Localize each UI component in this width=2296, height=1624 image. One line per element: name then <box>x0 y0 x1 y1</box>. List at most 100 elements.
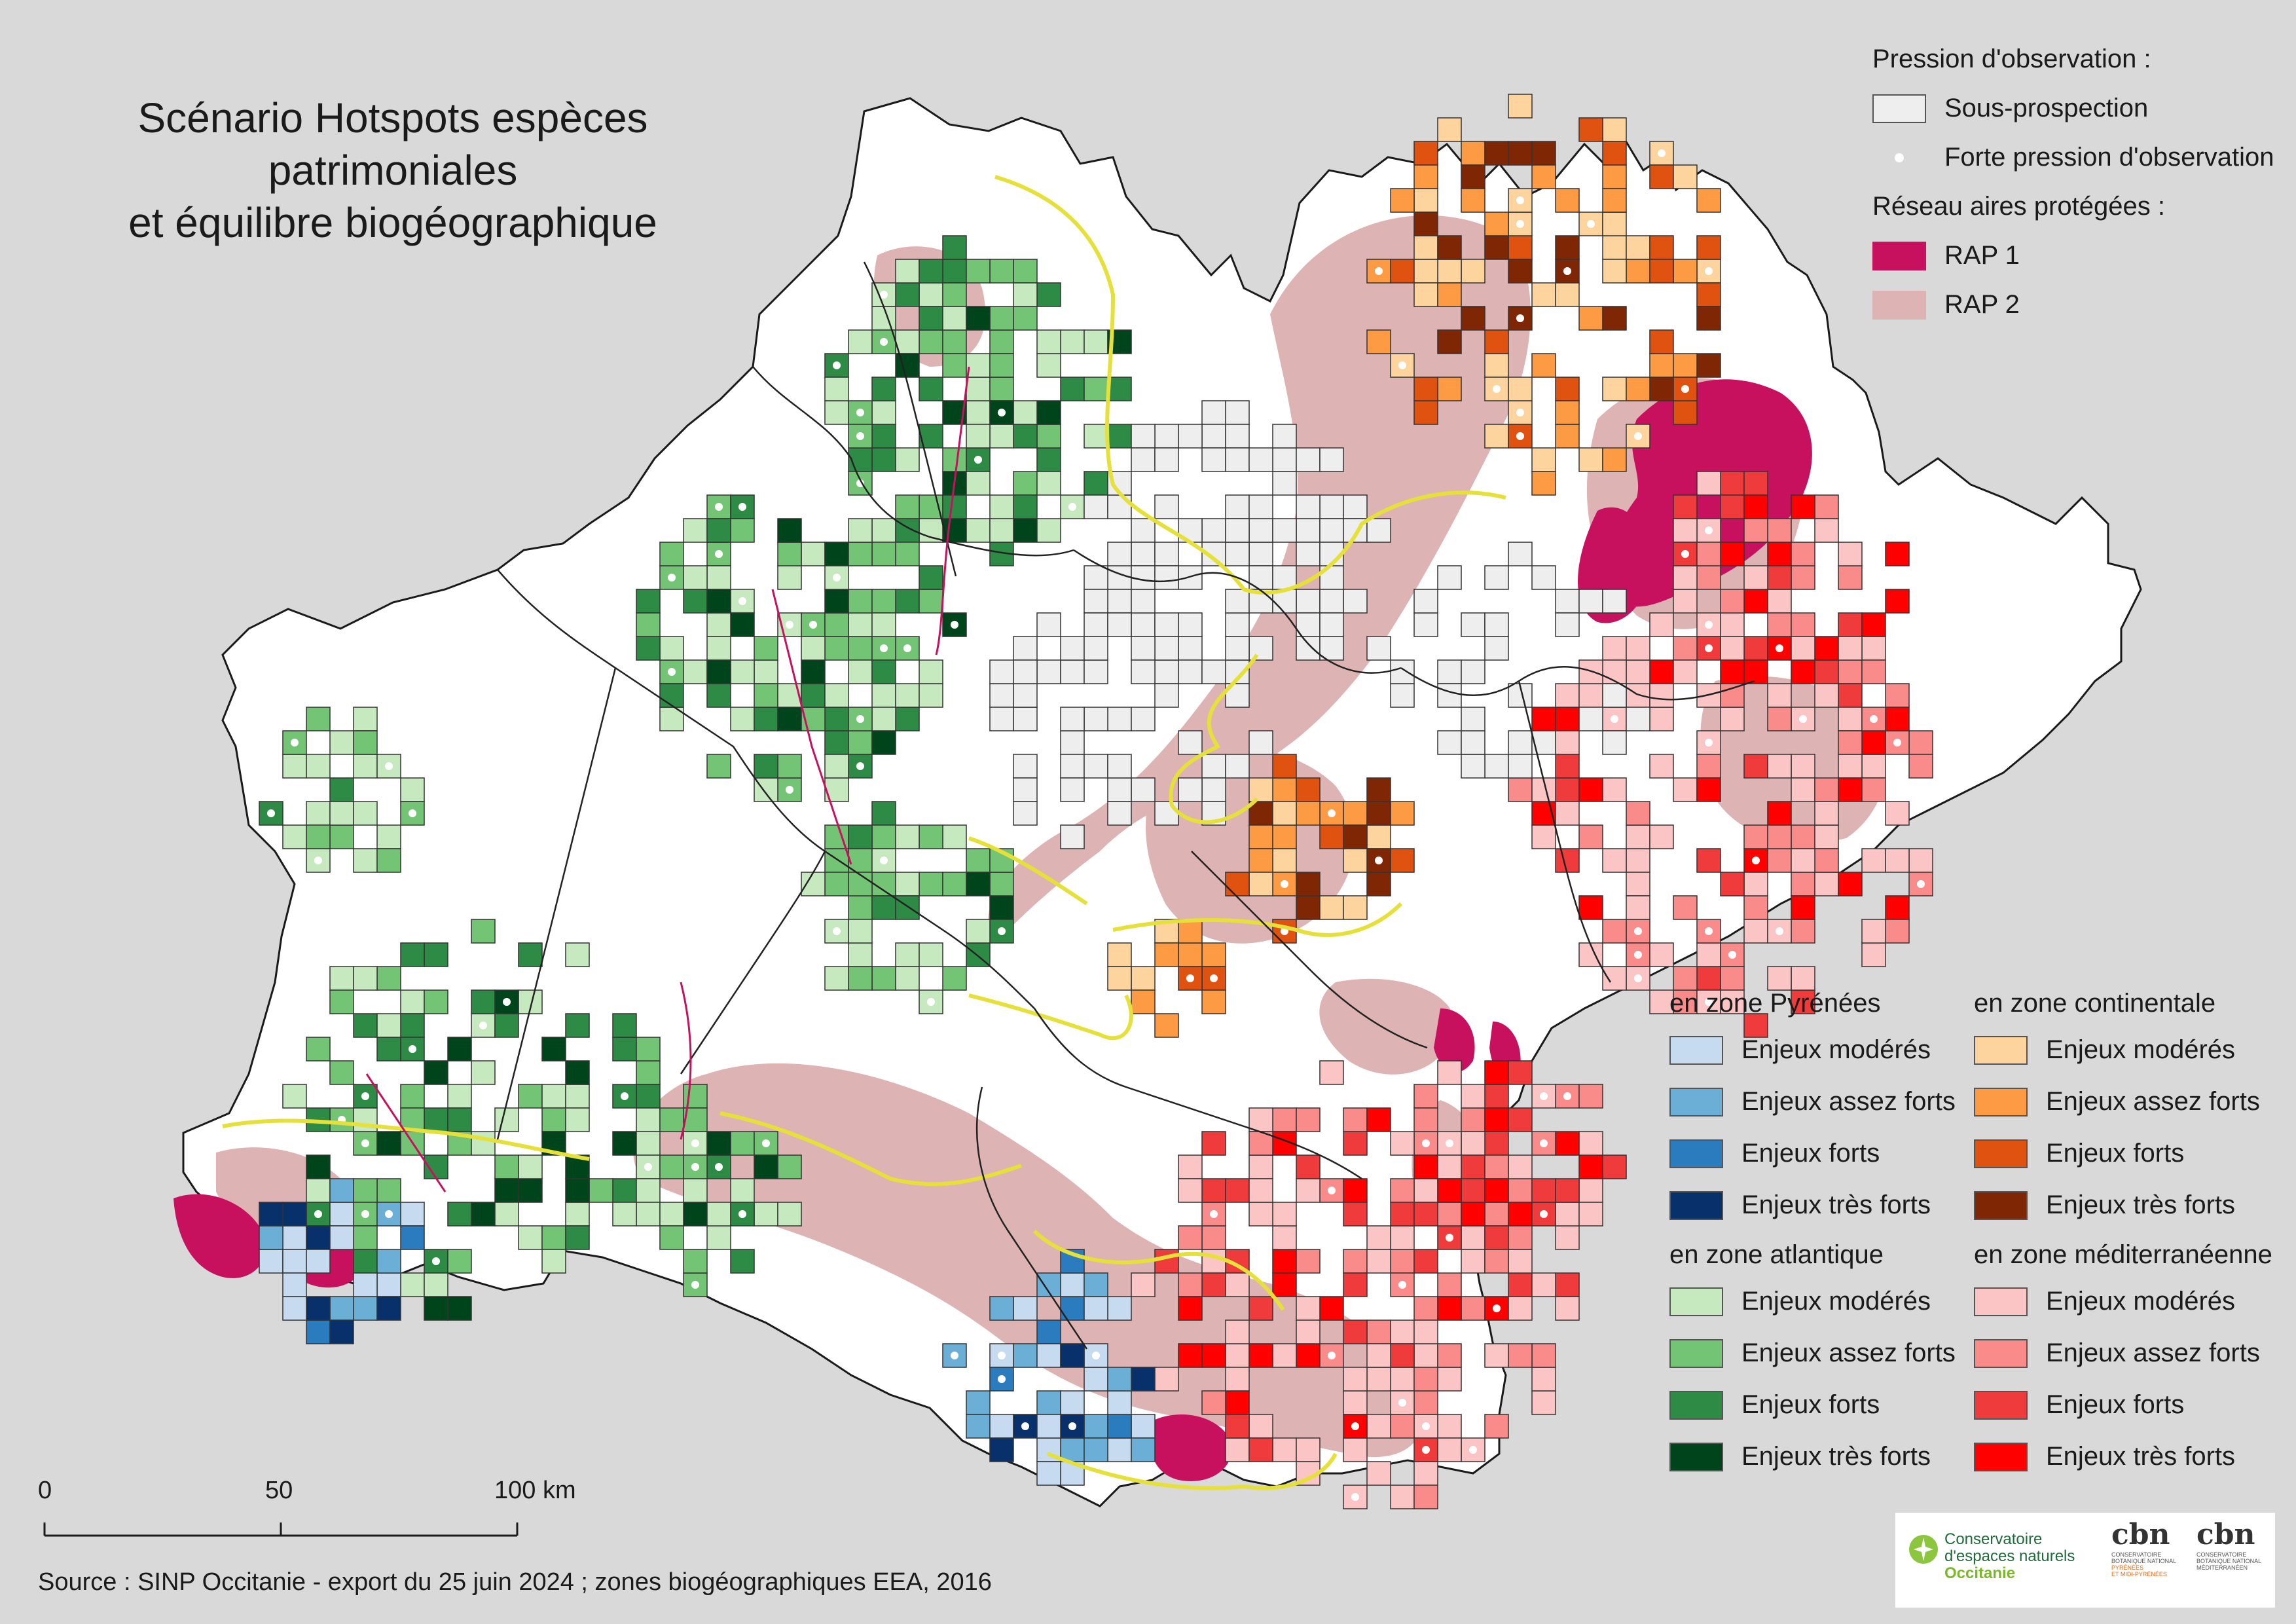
grid-cell <box>1390 1485 1415 1509</box>
grid-cell <box>1461 659 1485 684</box>
grid-cell <box>1885 919 1910 944</box>
strong-pressure-dot <box>1446 1139 1453 1147</box>
grid-cell <box>1390 659 1415 684</box>
strong-pressure-dot <box>1422 1139 1430 1147</box>
grid-cell <box>1272 1107 1297 1132</box>
grid-cell <box>329 1225 354 1250</box>
grid-cell <box>824 730 849 755</box>
grid-cell <box>1319 589 1344 614</box>
grid-cell <box>518 1154 543 1179</box>
grid-cell <box>494 1154 519 1179</box>
strong-pressure-dot <box>856 432 864 440</box>
grid-cell <box>1484 565 1509 590</box>
grid-cell <box>1084 1272 1108 1297</box>
grid-cell <box>1296 589 1321 614</box>
grid-cell <box>919 872 943 896</box>
grid-cell <box>565 1178 590 1203</box>
grid-cell <box>400 1225 425 1250</box>
grid-cell <box>1178 565 1203 590</box>
grid-cell <box>848 636 873 661</box>
grid-cell <box>1531 565 1556 590</box>
grid-cell <box>1225 542 1250 566</box>
grid-cell <box>1390 848 1415 873</box>
grid-cell <box>1178 919 1203 944</box>
grid-cell <box>706 1225 731 1250</box>
grid-cell <box>1201 942 1226 967</box>
grid-cell <box>1296 1437 1321 1462</box>
grid-cell <box>1861 636 1886 661</box>
grid-cell <box>1602 1154 1627 1179</box>
grid-cell <box>1084 659 1108 684</box>
grid-cell <box>1013 801 1038 826</box>
grid-cell <box>1461 259 1485 284</box>
cbn-pyrenees-logo: cbn CONSERVATOIRE BOTANIQUE NATIONAL PYR… <box>2111 1518 2176 1578</box>
grid-cell <box>1013 424 1038 449</box>
grid-cell <box>1484 141 1509 166</box>
grid-cell <box>306 824 331 849</box>
grid-cell <box>1838 754 1863 779</box>
grid-cell <box>706 589 731 614</box>
grid-cell <box>824 754 849 779</box>
strong-pressure-dot <box>1398 361 1406 369</box>
grid-cell <box>1296 1154 1321 1179</box>
grid-cell <box>1084 494 1108 519</box>
grid-cell <box>1649 683 1674 708</box>
grid-cell <box>1084 565 1108 590</box>
grid-cell <box>1107 565 1132 590</box>
grid-cell <box>966 306 991 331</box>
title-line-3: et équilibre biogéographique <box>128 199 657 246</box>
grid-cell <box>589 1178 613 1203</box>
grid-cell <box>306 1249 331 1274</box>
grid-cell <box>1437 117 1462 142</box>
grid-cell <box>1861 777 1886 802</box>
grid-cell <box>1767 824 1792 849</box>
strong-pressure-dot <box>1375 267 1383 275</box>
cbn-med-mark: cbn <box>2196 1518 2255 1551</box>
grid-cell <box>824 966 849 991</box>
grid-cell <box>754 659 778 684</box>
grid-cell <box>989 919 1014 944</box>
grid-cell <box>1838 730 1863 755</box>
grid-cell <box>1060 1390 1085 1415</box>
grid-cell <box>1461 141 1485 166</box>
grid-cell <box>966 919 991 944</box>
grid-cell <box>259 1202 283 1227</box>
mediterraneenne-item-1: Enjeux modérés <box>1974 1287 2272 1316</box>
grid-cell <box>1626 872 1650 896</box>
grid-cell <box>1696 966 1721 991</box>
grid-cell <box>824 683 849 708</box>
grid-cell <box>1602 212 1627 236</box>
grid-cell <box>1366 518 1391 543</box>
grid-cell <box>1649 612 1674 637</box>
continental-item-4: Enjeux très forts <box>1974 1190 2260 1220</box>
grid-cell <box>1720 966 1745 991</box>
strong-pressure-dot <box>998 1352 1006 1359</box>
grid-cell <box>683 1178 708 1203</box>
grid-cell <box>1861 919 1886 944</box>
grid-cell <box>824 589 849 614</box>
grid-cell <box>306 1225 331 1250</box>
grid-cell <box>1248 1154 1273 1179</box>
grid-cell <box>1720 612 1745 637</box>
cbn-med-line-2: BOTANIQUE NATIONAL <box>2196 1558 2262 1564</box>
grid-cell <box>1861 754 1886 779</box>
grid-cell <box>353 1178 378 1203</box>
grid-cell <box>1131 707 1156 731</box>
grid-cell <box>824 848 849 873</box>
grid-cell <box>1814 636 1839 661</box>
strong-pressure-dot <box>786 786 793 794</box>
grid-cell <box>919 377 943 401</box>
grid-cell <box>1578 1154 1603 1179</box>
strong-pressure-dot <box>1776 644 1783 652</box>
grid-cell <box>1720 636 1745 661</box>
pyrenees-swatch-2 <box>1669 1087 1723 1116</box>
grid-cell <box>1767 589 1792 614</box>
grid-cell <box>683 1249 708 1274</box>
grid-cell <box>754 1154 778 1179</box>
atlantique-swatch-1 <box>1669 1287 1723 1316</box>
grid-cell <box>1555 1131 1580 1156</box>
strong-pressure-dot <box>856 715 864 723</box>
grid-cell <box>1131 565 1156 590</box>
grid-cell <box>871 730 896 755</box>
grid-cell <box>989 306 1014 331</box>
